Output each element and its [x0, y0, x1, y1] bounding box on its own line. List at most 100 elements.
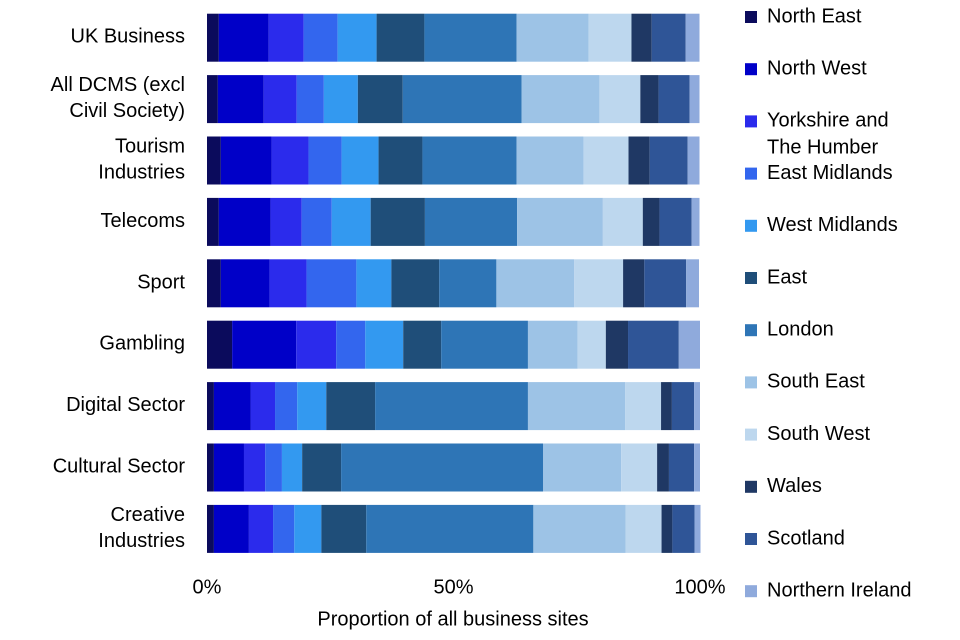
- bar-segment: [583, 136, 629, 185]
- bar-segment: [273, 504, 295, 553]
- legend-swatch: [745, 585, 757, 598]
- bar-segment: [671, 382, 695, 431]
- bar-segment: [651, 13, 686, 62]
- legend-swatch: [745, 167, 757, 180]
- bar-segment: [365, 320, 404, 369]
- bar-segment: [207, 13, 219, 62]
- bar-segment: [661, 504, 673, 553]
- bar-segment: [220, 259, 270, 308]
- y-tick-label: Telecoms: [101, 210, 185, 232]
- bar-segment: [248, 504, 274, 553]
- bar-segment: [341, 136, 379, 185]
- bar-segment: [213, 382, 251, 431]
- legend-label: London: [767, 318, 834, 340]
- bar-segment: [302, 443, 342, 492]
- bar-segment: [588, 13, 632, 62]
- legend-label: East: [767, 266, 807, 288]
- bar-segment: [321, 504, 367, 553]
- bar-segment: [296, 320, 337, 369]
- bar-segment: [207, 259, 221, 308]
- bar-segment: [243, 443, 266, 492]
- bar-segment: [657, 443, 669, 492]
- legend-swatch: [745, 376, 757, 389]
- bar-segment: [391, 259, 440, 308]
- bar-segment: [621, 443, 658, 492]
- bar-segment: [661, 382, 672, 431]
- bar-segment: [213, 443, 244, 492]
- bar-segment: [672, 504, 695, 553]
- bar-segment: [441, 320, 528, 369]
- bar-segment: [213, 504, 249, 553]
- bar-segment: [577, 320, 606, 369]
- bar-segment: [691, 197, 700, 246]
- y-tick-label: Gambling: [99, 333, 185, 355]
- y-tick-label: Creative Industries: [98, 504, 185, 552]
- legend-label: Scotland: [767, 527, 845, 549]
- bar-segment: [599, 75, 641, 124]
- bar-segment: [402, 75, 522, 124]
- bar-segment: [602, 197, 643, 246]
- bar-segment: [403, 320, 442, 369]
- bar-segment: [232, 320, 297, 369]
- bar-segment: [207, 197, 219, 246]
- legend-swatch: [745, 219, 757, 232]
- bar-segment: [685, 13, 700, 62]
- y-tick-label: Cultural Sector: [53, 456, 186, 478]
- bar-segment: [296, 75, 324, 124]
- legend-label: North East: [767, 5, 862, 27]
- legend-swatch: [745, 533, 757, 545]
- bar-segment: [668, 443, 695, 492]
- bar-segment: [207, 320, 233, 369]
- bar-segment: [527, 320, 578, 369]
- legend-swatch: [745, 480, 757, 493]
- bar-segment: [265, 443, 282, 492]
- bar-segment: [207, 136, 221, 185]
- bar-segment: [424, 13, 517, 62]
- legend-swatch: [745, 324, 757, 337]
- bar-segment: [218, 13, 269, 62]
- bar-segment: [376, 13, 425, 62]
- legend-label: Wales: [767, 475, 822, 497]
- bar-segment: [341, 443, 544, 492]
- bar-segment: [218, 197, 271, 246]
- legend-label: South West: [767, 423, 870, 445]
- bar-segment: [331, 197, 371, 246]
- bar-segment: [689, 75, 700, 124]
- bar-segment: [370, 197, 425, 246]
- bar-segment: [337, 13, 377, 62]
- legend-label: Northern Ireland: [767, 579, 912, 601]
- bar-segment: [336, 320, 366, 369]
- bar-segment: [533, 504, 626, 553]
- bar-segment: [694, 443, 700, 492]
- bar-segment: [250, 382, 276, 431]
- bar-segment: [207, 382, 214, 431]
- bar-segment: [574, 259, 624, 308]
- bar-segment: [687, 136, 700, 185]
- bar-segment: [644, 259, 687, 308]
- bar-segment: [271, 136, 309, 185]
- bar-segment: [516, 136, 584, 185]
- bar-segment: [268, 13, 304, 62]
- bar-segment: [496, 259, 575, 308]
- bar-segment: [263, 75, 297, 124]
- x-axis-title: Proportion of all business sites: [317, 608, 588, 630]
- legend-label: South East: [767, 371, 865, 393]
- bar-segment: [631, 13, 652, 62]
- y-tick-label: Tourism Industries: [98, 136, 185, 184]
- legend-label: West Midlands: [767, 214, 898, 236]
- bar-segment: [306, 259, 357, 308]
- y-tick-label: All DCMS (excl Civil Society): [51, 74, 185, 122]
- legend-swatch: [745, 428, 757, 441]
- bar-segment: [543, 443, 622, 492]
- y-tick-label: Digital Sector: [66, 394, 185, 416]
- bar-segment: [217, 75, 264, 124]
- bar-segment: [439, 259, 497, 308]
- bar-segment: [326, 382, 376, 431]
- bar-segment: [207, 504, 214, 553]
- bar-segment: [640, 75, 659, 124]
- bar-segment: [378, 136, 423, 185]
- bar-segment: [220, 136, 272, 185]
- bar-segment: [521, 75, 600, 124]
- bar-segment: [269, 259, 307, 308]
